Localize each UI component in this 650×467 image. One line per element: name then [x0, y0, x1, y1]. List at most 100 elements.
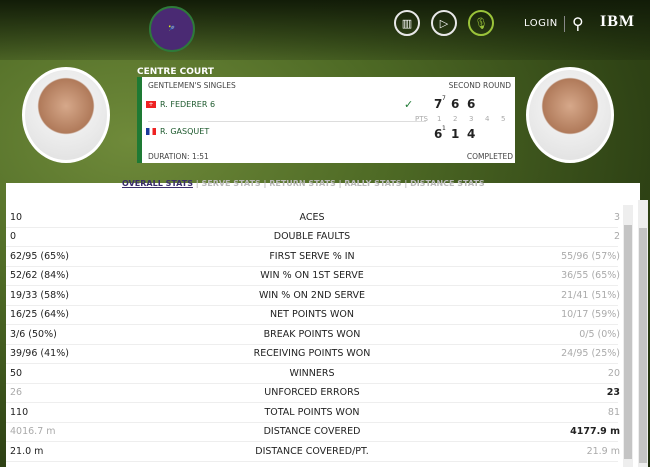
french-flag-icon [146, 128, 156, 135]
stat-label: RECEIVING POINTS WON [253, 348, 371, 360]
tab-rally-stats[interactable]: RALLY STATS [344, 179, 402, 188]
stat-row: 19/33 (58%) WIN % ON 2ND SERVE 21/41 (51… [6, 286, 620, 306]
p1-set3: 6 [467, 97, 476, 111]
stat-label: BREAK POINTS WON [263, 328, 361, 340]
swiss-flag-icon: + [146, 101, 156, 108]
player1-stat: 19/33 (58%) [10, 289, 69, 301]
search-icon[interactable]: ⚲ [572, 14, 584, 33]
outer-scrollbar[interactable] [638, 200, 648, 467]
player1-stat: 0 [10, 231, 17, 243]
stat-row: 50 WINNERS 20 [6, 364, 620, 384]
player1-stat: 16/25 (64%) [10, 309, 69, 321]
stat-row: 39/96 (41%) RECEIVING POINTS WON 24/95 (… [6, 345, 620, 364]
pts-label: PTS [415, 115, 428, 123]
player2-stat: 10/17 (59%) [561, 309, 620, 321]
p2-set3: 4 [467, 127, 476, 141]
stat-label: DISTANCE COVERED [263, 426, 361, 438]
scoreboard: GENTLEMEN'S SINGLES SECOND ROUND + R. FE… [137, 77, 515, 163]
player1-stat: 10 [10, 211, 23, 223]
stats-panel: OVERALL STATS | SERVE STATS | RETURN STA… [6, 179, 640, 467]
divider [148, 121, 426, 122]
p1-set1: 7 [434, 97, 443, 111]
player2-stat: 20 [607, 367, 620, 379]
player1-stat: 50 [10, 367, 23, 379]
avatar-gasquet [526, 67, 614, 163]
stat-row: 0 DOUBLE FAULTS 2 [6, 228, 620, 247]
player2-stat: 23 [606, 387, 620, 399]
stat-label: WIN % ON 1ST SERVE [260, 270, 364, 282]
stat-row: 3/6 (50%) BREAK POINTS WON 0/5 (0%) [6, 325, 620, 345]
tab-serve-stats[interactable]: SERVE STATS [201, 179, 261, 188]
stat-row: 110 TOTAL POINTS WON 81 [6, 403, 620, 423]
round-name: SECOND ROUND [448, 81, 511, 90]
scrollbar-thumb[interactable] [639, 228, 647, 463]
set-number: 3 [469, 115, 474, 123]
stat-row: 4016.7 m DISTANCE COVERED 4177.9 m [6, 423, 620, 442]
player1-stat: 52/62 (84%) [10, 270, 69, 282]
ibm-logo: IBM [600, 13, 635, 30]
event-name: GENTLEMEN'S SINGLES [148, 81, 236, 90]
stat-label: WINNERS [289, 367, 335, 379]
tab-distance-stats[interactable]: DISTANCE STATS [410, 179, 485, 188]
player2-stat: 55/96 (57%) [561, 250, 620, 262]
set-number: 4 [485, 115, 490, 123]
play-icon[interactable]: ▷ [431, 10, 457, 36]
stat-row: 10 ACES 3 [6, 208, 620, 228]
stat-label: DOUBLE FAULTS [273, 231, 351, 243]
player1-stat: 3/6 (50%) [10, 328, 57, 340]
stats-tabs: OVERALL STATS | SERVE STATS | RETURN STA… [122, 179, 485, 188]
player2-stat: 2 [613, 231, 620, 243]
player1-stat: 110 [10, 406, 29, 418]
player1-stat: 4016.7 m [10, 426, 56, 438]
player1-stat: 21.0 m [10, 445, 44, 457]
stat-row: 52/62 (84%) WIN % ON 1ST SERVE 36/55 (65… [6, 267, 620, 286]
player2-stat: 36/55 (65%) [561, 270, 620, 282]
stat-row: 21.0 m DISTANCE COVERED/PT. 21.9 m [6, 442, 620, 462]
p1-tiebreak: 7 [442, 95, 446, 102]
wimbledon-logo[interactable]: 🎾 [149, 6, 195, 52]
divider [564, 16, 565, 32]
player2-stat: 21/41 (51%) [561, 289, 620, 301]
set-number: 5 [501, 115, 506, 123]
p2-tiebreak: 1 [442, 125, 446, 132]
player1-stat: 62/95 (65%) [10, 250, 69, 262]
duration: DURATION: 1:51 [148, 152, 209, 161]
player2-stat: 24/95 (25%) [561, 348, 620, 360]
login-link[interactable]: LOGIN [524, 18, 558, 29]
set-number: 2 [453, 115, 458, 123]
player1-stat: 39/96 (41%) [10, 348, 69, 360]
stat-label: DISTANCE COVERED/PT. [255, 445, 369, 457]
stat-label: UNFORCED ERRORS [264, 387, 360, 399]
set-number: 1 [437, 115, 442, 123]
tab-overall-stats[interactable]: OVERALL STATS [122, 179, 193, 188]
top-bar [0, 0, 650, 60]
player2-stat: 3 [613, 211, 620, 223]
player2-stat: 0/5 (0%) [579, 328, 620, 340]
player2-name[interactable]: R. GASQUET [160, 127, 210, 136]
p2-set2: 1 [451, 127, 460, 141]
court-name: CENTRE COURT [137, 67, 214, 77]
winner-check-icon: ✓ [404, 98, 414, 111]
microphone-icon[interactable]: 🎙 [468, 10, 494, 36]
player2-stat: 21.9 m [586, 445, 620, 457]
stat-row: 62/95 (65%) FIRST SERVE % IN 55/96 (57%) [6, 247, 620, 267]
stat-label: TOTAL POINTS WON [264, 406, 360, 418]
player2-stat: 4177.9 m [570, 426, 620, 438]
p2-set1: 6 [434, 127, 443, 141]
stat-label: WIN % ON 2ND SERVE [258, 289, 366, 301]
inner-scrollbar[interactable] [623, 205, 633, 467]
stat-label: FIRST SERVE % IN [269, 250, 355, 262]
draw-icon[interactable]: ▥ [394, 10, 420, 36]
match-status: COMPLETED [466, 152, 513, 161]
scrollbar-thumb[interactable] [624, 225, 632, 459]
stat-row: 26 UNFORCED ERRORS 23 [6, 384, 620, 403]
player1-name[interactable]: R. FEDERER 6 [160, 100, 216, 109]
tab-return-stats[interactable]: RETURN STATS [269, 179, 336, 188]
stat-label: NET POINTS WON [270, 309, 354, 321]
p1-set2: 6 [451, 97, 460, 111]
stat-label: ACES [299, 211, 325, 223]
avatar-federer [22, 67, 110, 163]
player2-stat: 81 [607, 406, 620, 418]
player1-stat: 26 [10, 387, 23, 399]
stat-row: 16/25 (64%) NET POINTS WON 10/17 (59%) [6, 306, 620, 325]
